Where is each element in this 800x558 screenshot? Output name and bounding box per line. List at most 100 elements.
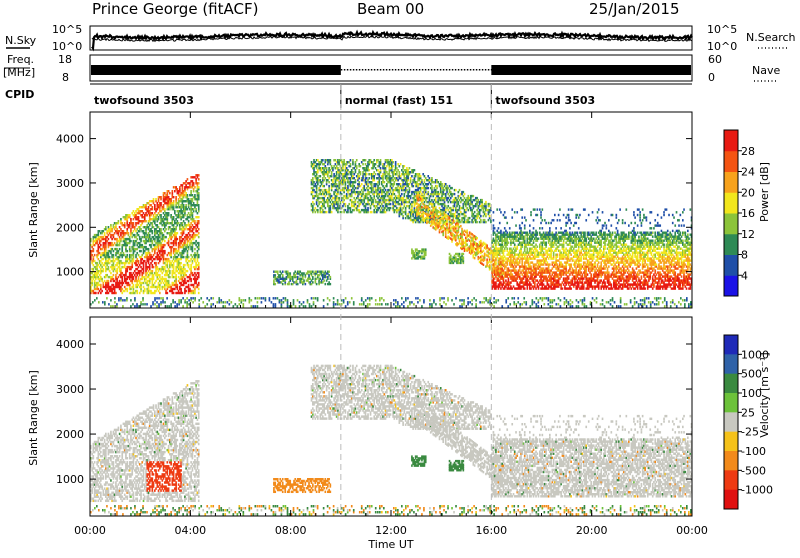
data-cell xyxy=(198,216,200,218)
freq-dot xyxy=(395,69,397,71)
data-cell xyxy=(103,268,105,270)
freq-dot xyxy=(485,69,487,71)
freq-dot xyxy=(401,69,403,71)
data-cell xyxy=(130,240,132,242)
data-cell xyxy=(297,283,299,285)
freq-dot xyxy=(419,69,421,71)
data-cell xyxy=(435,206,437,208)
freq-dot xyxy=(356,69,358,71)
nave-label: Nave xyxy=(752,64,780,77)
nave-top-tick: 60 xyxy=(708,53,722,66)
data-cell xyxy=(322,159,324,161)
nave-bot-tick: 0 xyxy=(708,71,715,84)
data-cell xyxy=(328,271,330,273)
data-cell xyxy=(367,207,369,209)
freq-dot xyxy=(461,69,463,71)
freq-dot xyxy=(437,69,439,71)
data-cell xyxy=(356,159,358,161)
data-cell xyxy=(375,173,377,175)
data-cell xyxy=(436,185,438,187)
freq-dot xyxy=(467,69,469,71)
data-cell xyxy=(465,215,467,217)
data-cell xyxy=(330,283,332,285)
data-cell xyxy=(198,236,200,238)
data-cell xyxy=(164,208,166,210)
data-cell xyxy=(328,181,330,183)
data-cell xyxy=(316,283,318,285)
freq-dot xyxy=(428,69,430,71)
data-cell xyxy=(194,186,196,188)
nsky-bot-tick: 10^0 xyxy=(52,40,82,53)
data-cell xyxy=(459,189,461,191)
data-cell xyxy=(128,232,130,234)
data-cell xyxy=(366,173,368,175)
data-cell xyxy=(350,163,352,165)
data-cell xyxy=(188,220,190,222)
data-cell xyxy=(469,221,471,223)
freq-bar-segment xyxy=(491,65,691,75)
data-cell xyxy=(312,276,314,278)
freq-dot xyxy=(425,69,427,71)
data-cell xyxy=(404,165,406,167)
data-cell xyxy=(185,290,187,292)
nsearch-bot-tick: 10^0 xyxy=(707,40,737,53)
data-cell xyxy=(100,284,102,286)
data-cell xyxy=(352,159,354,161)
data-cell xyxy=(402,215,404,217)
data-cell xyxy=(469,217,471,219)
data-cell xyxy=(355,179,357,181)
data-cell xyxy=(198,272,200,274)
data-cell xyxy=(466,230,468,232)
data-cell xyxy=(399,171,401,173)
data-cell xyxy=(422,199,424,201)
data-cell xyxy=(184,264,186,266)
data-cell xyxy=(368,169,370,171)
freq-dot xyxy=(389,69,391,71)
freq-dot xyxy=(476,69,478,71)
freq-bar-segment xyxy=(91,65,341,75)
data-cell xyxy=(303,279,305,281)
data-cell xyxy=(454,193,456,195)
data-cell xyxy=(160,202,162,204)
data-cell xyxy=(177,232,179,234)
data-cell xyxy=(474,257,476,259)
data-cell xyxy=(350,159,352,161)
data-cell xyxy=(326,211,328,213)
freq-dot xyxy=(422,69,424,71)
data-cell xyxy=(495,261,497,263)
data-cell xyxy=(409,187,411,189)
data-cell xyxy=(429,208,431,210)
data-cell xyxy=(113,254,115,256)
data-cell xyxy=(198,192,200,194)
data-cell xyxy=(130,218,132,220)
data-cell xyxy=(152,230,154,232)
data-cell xyxy=(331,211,333,213)
data-cell xyxy=(177,238,179,240)
cpid-label: CPID xyxy=(5,88,34,101)
data-cell xyxy=(323,279,325,281)
data-cell xyxy=(485,201,487,203)
data-cell xyxy=(480,219,482,221)
data-cell xyxy=(198,232,200,234)
freq-label-line1: Freq. xyxy=(7,53,34,66)
data-cell xyxy=(437,216,439,218)
data-cell xyxy=(160,214,162,216)
data-cell xyxy=(485,213,487,215)
freq-dot xyxy=(368,69,370,71)
data-cell xyxy=(129,214,131,216)
data-cell xyxy=(105,226,107,228)
data-cell xyxy=(180,288,182,290)
data-cell xyxy=(140,250,142,252)
data-cell xyxy=(489,215,491,217)
data-cell xyxy=(420,209,422,211)
data-cell xyxy=(461,228,463,230)
data-cell xyxy=(167,292,169,294)
freq-dot xyxy=(365,69,367,71)
data-cell xyxy=(411,175,413,177)
data-cell xyxy=(155,262,157,264)
nsky-top-tick: 10^5 xyxy=(52,23,82,36)
freq-bars xyxy=(91,65,691,75)
data-cell xyxy=(282,274,284,276)
data-cell xyxy=(348,203,350,205)
data-cell xyxy=(109,256,111,258)
